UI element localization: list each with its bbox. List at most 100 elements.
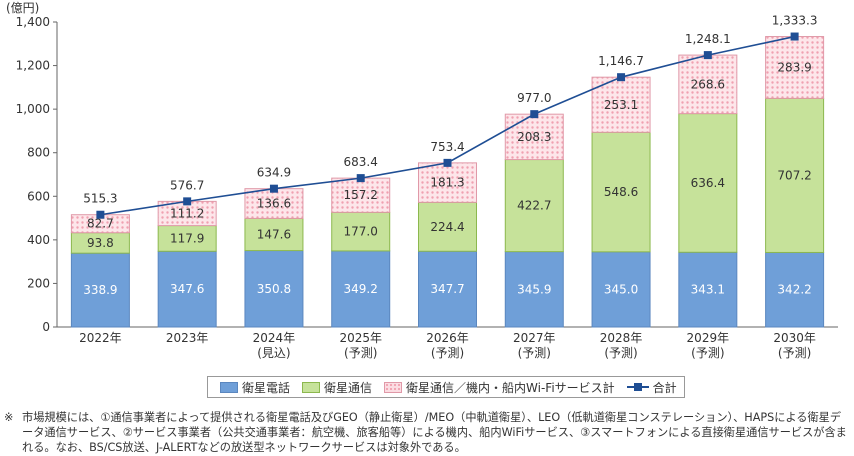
x-tick-label: 2022年 xyxy=(79,331,122,345)
x-tick-label: 2024年 xyxy=(253,331,296,345)
total-marker xyxy=(269,184,278,193)
data-label: 253.1 xyxy=(604,98,638,112)
x-tick-sublabel: (予測) xyxy=(344,346,377,360)
bar-satellite-phone xyxy=(331,250,391,328)
bar-satellite-phone xyxy=(678,251,738,328)
bar-wifi-service xyxy=(244,188,304,219)
x-tick-sublabel: (予測) xyxy=(518,346,551,360)
legend-item-satellite-comm: 衛星通信 xyxy=(302,379,372,396)
total-marker xyxy=(356,174,365,183)
total-marker xyxy=(183,197,192,206)
data-label: 347.6 xyxy=(170,282,204,296)
legend-swatch-wifi-service xyxy=(384,381,403,393)
x-tick-label: 2025年 xyxy=(339,331,382,345)
footnote: ※ 市場規模には、①通信事業者によって提供される衛星電話及びGEO（静止衛星）/… xyxy=(4,410,850,455)
total-marker xyxy=(443,158,452,167)
data-label: 268.6 xyxy=(691,77,725,91)
data-label: 181.3 xyxy=(430,176,464,190)
y-tick-label: 800 xyxy=(27,146,50,160)
total-label: 576.7 xyxy=(170,178,204,192)
legend-line-marker xyxy=(626,381,649,393)
y-tick-label: 200 xyxy=(27,276,50,290)
total-marker xyxy=(703,51,712,60)
x-tick-label: 2028年 xyxy=(600,331,643,345)
legend-item-satellite-phone: 衛星電話 xyxy=(220,379,290,396)
total-marker xyxy=(790,32,799,41)
bar-satellite-comm xyxy=(504,159,564,253)
legend-item-total: 合計 xyxy=(626,379,677,396)
data-label: 345.9 xyxy=(517,282,551,296)
total-marker xyxy=(96,210,105,219)
legend: 衛星電話 衛星通信 衛星通信／機内・船内Wi-Fiサービス計 合計 xyxy=(207,376,685,398)
stacked-bar-chart: (億円) 0 200 400 600 800 1,000 1,200 1,400 2022年 20… xyxy=(6,1,838,360)
total-label: 683.4 xyxy=(344,155,378,169)
bar-satellite-phone xyxy=(504,251,564,328)
footnote-mark: ※ xyxy=(4,411,14,424)
bar-satellite-phone xyxy=(591,251,651,328)
total-label: 1,333.3 xyxy=(772,14,818,28)
x-tick-sublabel: (予測) xyxy=(431,346,464,360)
total-label: 1,146.7 xyxy=(598,54,644,68)
legend-label-wifi-service: 衛星通信／機内・船内Wi-Fiサービス計 xyxy=(406,380,615,395)
total-marker xyxy=(617,73,626,82)
bar-satellite-phone xyxy=(70,252,130,328)
data-label: 548.6 xyxy=(604,185,638,199)
bar-wifi-service xyxy=(157,200,217,227)
legend-item-wifi-service: 衛星通信／機内・船内Wi-Fiサービス計 xyxy=(384,379,615,396)
x-tick-label: 2029年 xyxy=(687,331,730,345)
data-label: 177.0 xyxy=(344,225,378,239)
data-label: 349.2 xyxy=(344,282,378,296)
bar-satellite-phone xyxy=(418,250,477,328)
bar-wifi-service xyxy=(591,76,651,133)
bar-satellite-comm xyxy=(678,113,738,253)
bar-satellite-comm xyxy=(591,131,651,253)
x-tick-sublabel: (予測) xyxy=(604,346,637,360)
data-label: 422.7 xyxy=(517,199,551,213)
data-label: 345.0 xyxy=(604,282,638,296)
x-tick-label: 2026年 xyxy=(426,331,469,345)
y-tick-label: 1,200 xyxy=(16,59,50,73)
x-tick-label: 2023年 xyxy=(166,331,209,345)
bar-satellite-comm xyxy=(331,211,391,252)
data-label: 117.9 xyxy=(170,231,204,245)
x-tick-sublabel: (予測) xyxy=(778,346,811,360)
total-label: 515.3 xyxy=(83,192,117,206)
data-label: 224.4 xyxy=(430,220,464,234)
bar-wifi-service xyxy=(678,54,738,115)
data-label: 707.2 xyxy=(777,168,811,182)
x-tick-label: 2030年 xyxy=(773,331,816,345)
y-axis-unit-label: (億円) xyxy=(6,1,39,15)
legend-label-satellite-comm: 衛星通信 xyxy=(324,380,373,395)
bars: 338.9 93.8 82.7 347.6 117.9 111.2 350.8 147.6 13… xyxy=(70,36,825,328)
data-label: 157.2 xyxy=(344,188,378,202)
x-tick-sublabel: (見込) xyxy=(257,346,290,360)
axes: 0 200 400 600 800 1,000 1,200 1,400 2022年 2023年 20… xyxy=(16,15,838,360)
data-label: 342.2 xyxy=(777,283,811,297)
data-label: 147.6 xyxy=(257,227,291,241)
legend-label-satellite-phone: 衛星電話 xyxy=(242,380,291,395)
bar-satellite-comm xyxy=(418,201,477,252)
data-label: 82.7 xyxy=(87,217,114,231)
total-label: 1,248.1 xyxy=(685,32,731,46)
data-label: 208.3 xyxy=(517,130,551,144)
data-label: 350.8 xyxy=(257,282,291,296)
data-label: 636.4 xyxy=(691,176,725,190)
total-label: 634.9 xyxy=(257,166,291,180)
total-line: 515.3 576.7 634.9 683.4 753.4 977.0 1,146.7 1,2… xyxy=(83,14,818,219)
bar-satellite-comm xyxy=(157,225,217,252)
x-tick-sublabel: (予測) xyxy=(691,346,724,360)
data-label: 338.9 xyxy=(83,283,117,297)
bar-satellite-phone xyxy=(157,250,217,328)
total-marker xyxy=(530,110,539,119)
y-tick-label: 1,000 xyxy=(16,102,50,116)
legend-swatch-satellite-phone xyxy=(220,381,238,393)
data-label: 343.1 xyxy=(691,283,725,297)
x-tick-label: 2027年 xyxy=(513,331,556,345)
footnote-text: 市場規模には、①通信事業者によって提供される衛星電話及びGEO（静止衛星）/ME… xyxy=(22,411,847,454)
data-label: 93.8 xyxy=(87,236,114,250)
legend-swatch-satellite-comm xyxy=(302,381,321,393)
data-label: 111.2 xyxy=(170,206,204,220)
data-label: 283.9 xyxy=(777,60,811,74)
data-label: 347.7 xyxy=(430,282,464,296)
y-tick-label: 600 xyxy=(27,189,50,203)
